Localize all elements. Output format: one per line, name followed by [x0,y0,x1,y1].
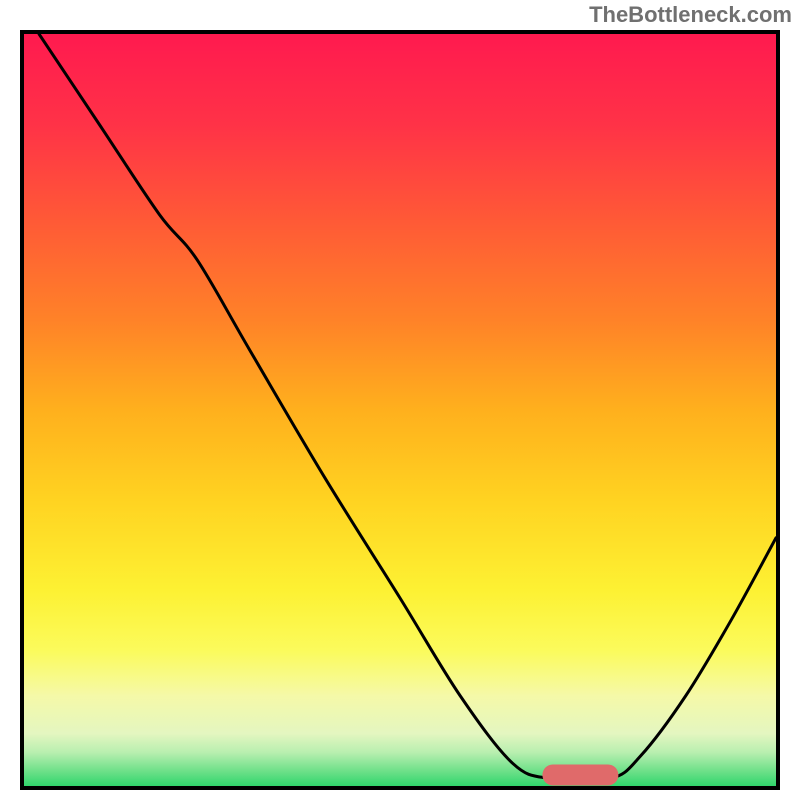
curve-line [24,34,776,786]
optimal-range-marker [543,764,618,785]
watermark-text: TheBottleneck.com [589,2,792,28]
chart-container: TheBottleneck.com [0,0,800,800]
chart-frame [20,30,780,790]
